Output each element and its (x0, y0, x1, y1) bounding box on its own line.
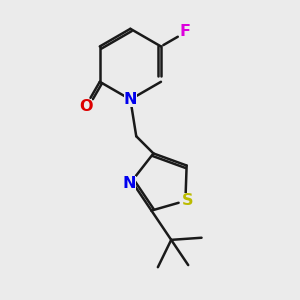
Text: N: N (124, 92, 137, 107)
Text: N: N (122, 176, 136, 191)
Text: S: S (182, 193, 194, 208)
Text: O: O (79, 99, 92, 114)
Text: F: F (180, 25, 191, 40)
